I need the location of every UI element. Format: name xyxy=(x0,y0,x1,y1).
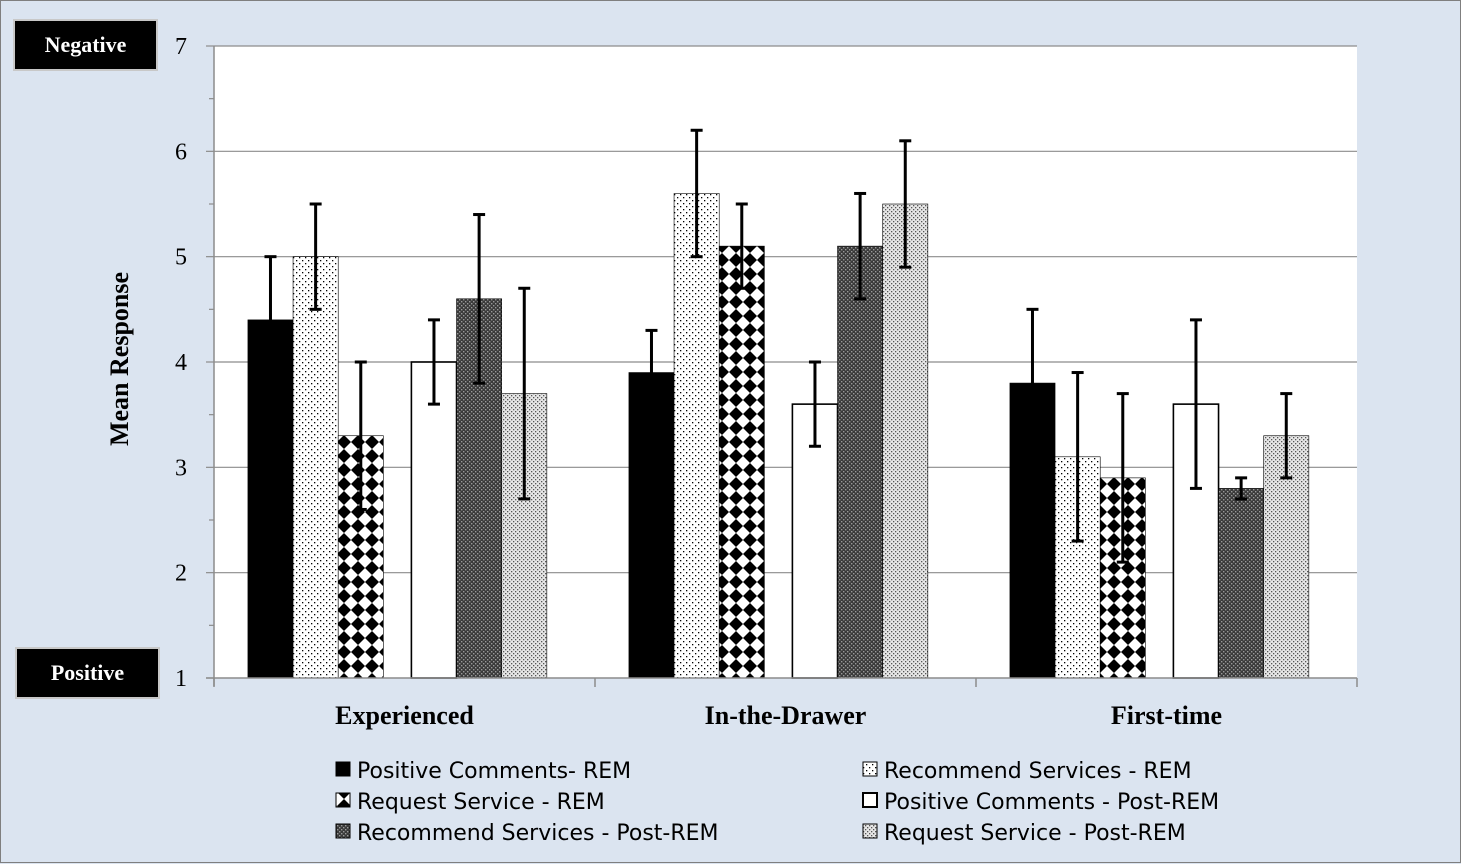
legend-swatch xyxy=(335,792,351,808)
bar xyxy=(791,403,839,679)
y-tick-label: 2 xyxy=(175,561,187,587)
legend-label: Request Service - Post-REM xyxy=(884,821,1186,846)
gridlines xyxy=(214,45,1357,574)
y-tick-label: 4 xyxy=(175,350,187,376)
y-tick-labels: 1 2 3 4 5 6 7 xyxy=(175,34,187,692)
legend-label: Request Service - REM xyxy=(357,790,605,815)
category-labels: Experienced In-the-Drawer First-time xyxy=(335,701,1222,730)
y-axis-title: Mean Response xyxy=(105,272,134,446)
legend-swatch xyxy=(335,823,351,839)
negative-badge: Negative xyxy=(15,21,156,69)
y-tick-label: 5 xyxy=(175,245,187,271)
y-tick-label: 6 xyxy=(175,139,187,165)
legend-label: Recommend Services - REM xyxy=(884,759,1192,784)
category-label: First-time xyxy=(1111,701,1222,730)
legend-swatch xyxy=(862,792,878,808)
bar xyxy=(673,193,720,679)
legend-swatch xyxy=(862,761,878,777)
y-tick-label: 1 xyxy=(175,666,187,692)
bar xyxy=(292,256,339,679)
legend-label: Positive Comments- REM xyxy=(357,759,631,784)
legend: Positive Comments- REM Recommend Services… xyxy=(335,759,1219,846)
category-label: In-the-Drawer xyxy=(705,701,867,730)
positive-badge: Positive xyxy=(17,649,158,697)
bar xyxy=(882,203,929,679)
bar xyxy=(628,372,675,679)
bar xyxy=(410,361,458,679)
y-tick-label: 7 xyxy=(175,34,187,60)
legend-label: Recommend Services - Post-REM xyxy=(357,821,719,846)
bar xyxy=(718,245,765,679)
bar xyxy=(837,245,883,679)
category-label: Experienced xyxy=(335,701,474,730)
legend-swatch xyxy=(335,761,351,777)
legend-label: Positive Comments - Post-REM xyxy=(884,790,1219,815)
axes xyxy=(206,45,1358,687)
bar xyxy=(1218,488,1264,679)
legend-swatch xyxy=(862,823,878,839)
y-tick-label: 3 xyxy=(175,455,187,481)
